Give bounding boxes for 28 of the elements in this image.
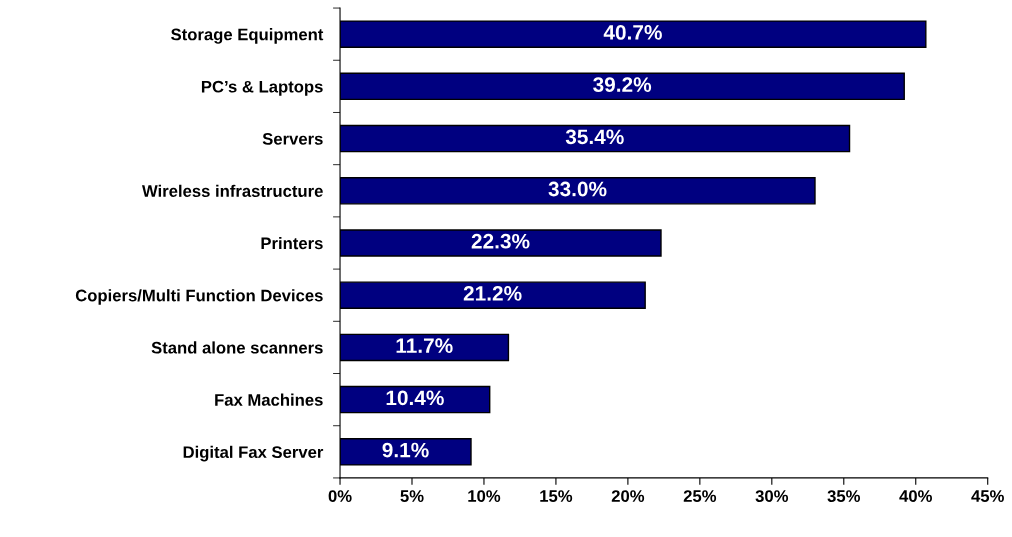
- y-tick-label: Copiers/Multi Function Devices: [75, 289, 323, 305]
- data-label: 22.3%: [471, 233, 530, 249]
- data-label: 40.7%: [603, 25, 662, 40]
- x-tick-label: 10%: [468, 490, 501, 502]
- y-tick-label: Digital Fax Server: [183, 445, 324, 462]
- y-tick-label: Servers: [262, 132, 323, 145]
- x-tick-label: 15%: [540, 490, 573, 502]
- x-tick-label: 0%: [328, 490, 352, 502]
- y-tick-label: Storage Equipment: [171, 28, 324, 44]
- x-tick-label: 40%: [899, 490, 932, 502]
- y-tick-label: Stand alone scanners: [151, 341, 323, 354]
- x-tick-label: 45%: [971, 490, 1004, 502]
- x-tick-label: 30%: [755, 490, 789, 502]
- data-label: 39.2%: [593, 77, 652, 92]
- y-tick-label: Printers: [261, 236, 323, 250]
- x-tick-label: 5%: [400, 490, 424, 502]
- data-label: 35.4%: [565, 129, 624, 145]
- data-label: 21.2%: [463, 286, 522, 301]
- data-label: 9.1%: [382, 442, 429, 458]
- y-tick-label: PC’s & Laptops: [201, 80, 323, 96]
- x-tick-label: 25%: [683, 490, 717, 502]
- x-tick-label: 20%: [611, 490, 645, 502]
- y-tick-label: Wireless infrastructure: [141, 184, 323, 197]
- y-tick-label: Fax Machines: [215, 393, 323, 406]
- data-label: 11.7%: [396, 338, 453, 353]
- x-tick-label: 35%: [827, 490, 861, 502]
- data-label: 10.4%: [386, 390, 444, 406]
- data-label: 33.0%: [548, 181, 607, 197]
